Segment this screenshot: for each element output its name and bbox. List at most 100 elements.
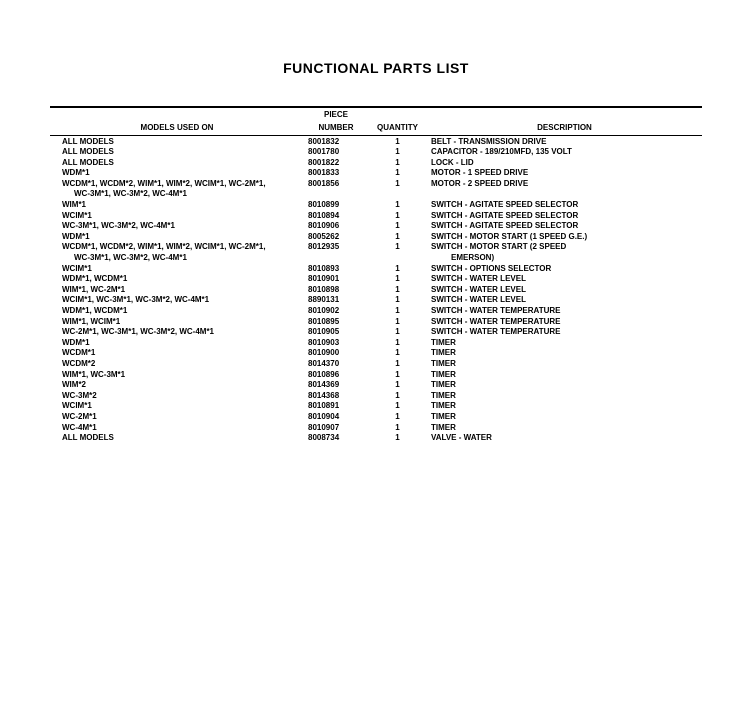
cell-qty: 1 [368, 411, 427, 422]
cell-desc: TIMER [427, 337, 702, 348]
table-row: WDM*180018331MOTOR - 1 SPEED DRIVE [50, 168, 702, 179]
cell-qty: 1 [368, 316, 427, 327]
col-header-piece-bot: NUMBER [304, 121, 368, 134]
cell-piece: 8001822 [304, 157, 368, 168]
cell-models: WIM*1, WC-3M*1 [50, 369, 304, 380]
cell-qty: 1 [368, 327, 427, 338]
cell-models: WIM*1 [50, 200, 304, 211]
table-row: WCDM*1, WCDM*2, WIM*1, WIM*2, WCIM*1, WC… [50, 242, 702, 253]
table-row: WC-3M*280143681TIMER [50, 390, 702, 401]
cell-piece: 8010900 [304, 348, 368, 359]
cell-models: WC-2M*1, WC-3M*1, WC-3M*2, WC-4M*1 [50, 327, 304, 338]
cell-desc: SWITCH - WATER LEVEL [427, 284, 702, 295]
cell-qty: 1 [368, 284, 427, 295]
cell-piece: 8010894 [304, 210, 368, 221]
cell-desc: SWITCH - WATER LEVEL [427, 295, 702, 306]
table-row: ALL MODELS80018321BELT - TRANSMISSION DR… [50, 136, 702, 147]
cell-models: WCIM*1 [50, 263, 304, 274]
cell-desc: TIMER [427, 401, 702, 412]
cell-desc: BELT - TRANSMISSION DRIVE [427, 136, 702, 147]
cell-qty: 1 [368, 306, 427, 317]
cell-models: WCDM*1, WCDM*2, WIM*1, WIM*2, WCIM*1, WC… [50, 242, 304, 253]
cell-piece: 8010898 [304, 284, 368, 295]
table-row: WIM*1, WCIM*180108951SWITCH - WATER TEMP… [50, 316, 702, 327]
cell-models: WC-3M*1, WC-3M*2, WC-4M*1 [50, 189, 304, 200]
table-row: WC-3M*1, WC-3M*2, WC-4M*180109061SWITCH … [50, 221, 702, 232]
cell-piece: 8010901 [304, 274, 368, 285]
table-row: WC-4M*180109071TIMER [50, 422, 702, 433]
cell-piece [304, 253, 368, 264]
table-body: ALL MODELS80018321BELT - TRANSMISSION DR… [50, 136, 702, 444]
cell-qty: 1 [368, 242, 427, 253]
cell-qty: 1 [368, 178, 427, 189]
cell-piece: 8012935 [304, 242, 368, 253]
cell-models: WC-3M*1, WC-3M*2, WC-4M*1 [50, 253, 304, 264]
col-header-models: MODELS USED ON [50, 108, 304, 134]
cell-qty: 1 [368, 200, 427, 211]
cell-models: WDM*1, WCDM*1 [50, 306, 304, 317]
cell-piece: 8010891 [304, 401, 368, 412]
cell-desc: TIMER [427, 369, 702, 380]
cell-piece: 8010896 [304, 369, 368, 380]
cell-qty [368, 253, 427, 264]
cell-models: WC-4M*1 [50, 422, 304, 433]
cell-qty: 1 [368, 390, 427, 401]
cell-desc: SWITCH - AGITATE SPEED SELECTOR [427, 221, 702, 232]
cell-piece: 8014369 [304, 380, 368, 391]
cell-piece: 8010899 [304, 200, 368, 211]
cell-desc: TIMER [427, 358, 702, 369]
table-row: WC-3M*1, WC-3M*2, WC-4M*1 [50, 189, 702, 200]
parts-table: MODELS USED ON PIECE QUANTITY DESCRIPTIO… [50, 108, 702, 443]
cell-desc: SWITCH - MOTOR START (2 SPEED [427, 242, 702, 253]
cell-models: ALL MODELS [50, 136, 304, 147]
table-row: WIM*180108991SWITCH - AGITATE SPEED SELE… [50, 200, 702, 211]
cell-desc: TIMER [427, 348, 702, 359]
cell-desc: MOTOR - 1 SPEED DRIVE [427, 168, 702, 179]
cell-desc: LOCK - LID [427, 157, 702, 168]
cell-piece: 8014370 [304, 358, 368, 369]
cell-piece: 8001856 [304, 178, 368, 189]
cell-qty: 1 [368, 337, 427, 348]
cell-desc: EMERSON) [427, 253, 702, 264]
cell-qty: 1 [368, 221, 427, 232]
table-row: WC-2M*1, WC-3M*1, WC-3M*2, WC-4M*1801090… [50, 327, 702, 338]
cell-models: WDM*1 [50, 337, 304, 348]
cell-desc: SWITCH - WATER TEMPERATURE [427, 306, 702, 317]
cell-qty: 1 [368, 369, 427, 380]
cell-piece: 8008734 [304, 433, 368, 444]
table-row: WCIM*180108941SWITCH - AGITATE SPEED SEL… [50, 210, 702, 221]
cell-desc: SWITCH - WATER TEMPERATURE [427, 327, 702, 338]
cell-desc [427, 189, 702, 200]
cell-desc: SWITCH - AGITATE SPEED SELECTOR [427, 200, 702, 211]
cell-piece: 8010893 [304, 263, 368, 274]
cell-desc: MOTOR - 2 SPEED DRIVE [427, 178, 702, 189]
cell-models: WDM*1 [50, 168, 304, 179]
cell-piece: 8001833 [304, 168, 368, 179]
col-header-desc: DESCRIPTION [427, 108, 702, 134]
cell-desc: TIMER [427, 380, 702, 391]
table-row: WDM*180109031TIMER [50, 337, 702, 348]
cell-qty: 1 [368, 422, 427, 433]
table-row: ALL MODELS80017801CAPACITOR - 189/210MFD… [50, 147, 702, 158]
cell-qty: 1 [368, 263, 427, 274]
cell-models: WCDM*1, WCDM*2, WIM*1, WIM*2, WCIM*1, WC… [50, 178, 304, 189]
table-row: WCDM*280143701TIMER [50, 358, 702, 369]
cell-qty: 1 [368, 380, 427, 391]
page-title: FUNCTIONAL PARTS LIST [50, 60, 702, 76]
cell-piece: 8010895 [304, 316, 368, 327]
cell-desc: VALVE - WATER [427, 433, 702, 444]
cell-models: WCDM*1 [50, 348, 304, 359]
table-row: WDM*1, WCDM*180109021SWITCH - WATER TEMP… [50, 306, 702, 317]
page-container: FUNCTIONAL PARTS LIST MODELS USED ON PIE… [0, 0, 752, 463]
col-header-qty: QUANTITY [368, 108, 427, 134]
cell-desc: SWITCH - MOTOR START (1 SPEED G.E.) [427, 231, 702, 242]
cell-piece: 8010905 [304, 327, 368, 338]
cell-desc: SWITCH - AGITATE SPEED SELECTOR [427, 210, 702, 221]
table-row: WCDM*1, WCDM*2, WIM*1, WIM*2, WCIM*1, WC… [50, 178, 702, 189]
cell-models: WC-3M*2 [50, 390, 304, 401]
table-row: WDM*180052621SWITCH - MOTOR START (1 SPE… [50, 231, 702, 242]
cell-desc: SWITCH - WATER LEVEL [427, 274, 702, 285]
cell-qty: 1 [368, 295, 427, 306]
cell-models: WDM*1 [50, 231, 304, 242]
table-row: WC-2M*180109041TIMER [50, 411, 702, 422]
